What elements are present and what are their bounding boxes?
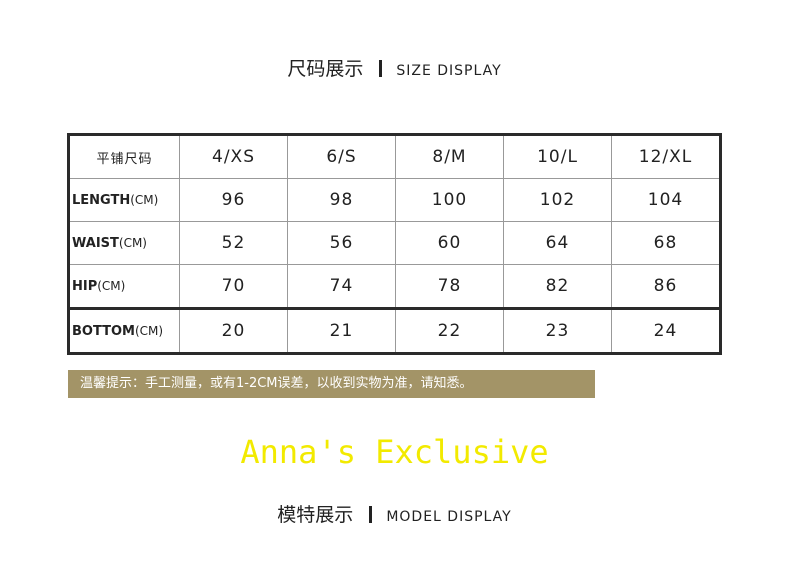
table-cell: 102 <box>503 178 612 222</box>
row-label: BOTTOM <box>72 323 135 339</box>
size-display-title: 尺码展示 SIZE DISPLAY <box>0 54 789 81</box>
divider <box>379 60 383 77</box>
table-cell: 60 <box>395 221 504 265</box>
table-cell: 56 <box>287 221 396 265</box>
unit-label: (CM) <box>97 278 126 293</box>
row-label: LENGTH <box>72 192 131 208</box>
table-cell: 21 <box>287 307 396 354</box>
table-cell: 98 <box>287 178 396 222</box>
column-header: 6/S <box>287 134 396 179</box>
table-row: HIP(CM) 70 74 78 82 86 <box>68 264 721 309</box>
table-cell: 100 <box>395 178 504 222</box>
corner-cell: 平铺尺码 <box>68 134 180 179</box>
row-header: WAIST(CM) <box>68 221 180 265</box>
table-cell: 78 <box>395 264 504 309</box>
table-cell: 23 <box>503 307 612 354</box>
unit-label: (CM) <box>118 235 147 250</box>
row-header: LENGTH(CM) <box>68 178 180 222</box>
table-cell: 24 <box>611 307 721 354</box>
size-table: 平铺尺码 4/XS 6/S 8/M 10/L 12/XL LENGTH(CM) 9… <box>67 133 722 355</box>
table-cell: 86 <box>611 264 721 309</box>
table-cell: 52 <box>179 221 288 265</box>
table-cell: 104 <box>611 178 721 222</box>
column-header: 8/M <box>395 134 504 179</box>
table-cell: 70 <box>179 264 288 309</box>
row-label: HIP <box>72 278 98 294</box>
table-cell: 68 <box>611 221 721 265</box>
table-row: LENGTH(CM) 96 98 100 102 104 <box>68 178 721 222</box>
column-header: 4/XS <box>179 134 288 179</box>
model-display-title: 模特展示 MODEL DISPLAY <box>0 500 789 527</box>
title-zh: 尺码展示 <box>287 58 364 80</box>
unit-label: (CM) <box>134 323 164 338</box>
column-header: 10/L <box>503 134 612 179</box>
header-row: 平铺尺码 4/XS 6/S 8/M 10/L 12/XL <box>68 134 721 179</box>
measurement-note: 温馨提示：手工测量，或有1-2CM误差，以收到实物为准，请知悉。 <box>68 370 595 398</box>
table-row: WAIST(CM) 52 56 60 64 68 <box>68 221 721 265</box>
row-header: BOTTOM(CM) <box>68 307 180 354</box>
title-zh: 模特展示 <box>277 504 354 526</box>
column-header: 12/XL <box>611 134 721 179</box>
table-cell: 20 <box>179 307 288 354</box>
table-cell: 82 <box>503 264 612 309</box>
table-cell: 96 <box>179 178 288 222</box>
table-cell: 22 <box>395 307 504 354</box>
unit-label: (CM) <box>130 192 159 207</box>
row-label: WAIST <box>72 235 119 251</box>
watermark: Anna's Exclusive <box>240 433 549 471</box>
table-cell: 74 <box>287 264 396 309</box>
title-en: MODEL DISPLAY <box>386 509 512 525</box>
table-cell: 64 <box>503 221 612 265</box>
table-row: BOTTOM(CM) 20 21 22 23 24 <box>68 307 721 354</box>
divider <box>369 506 373 523</box>
row-header: HIP(CM) <box>68 264 180 309</box>
title-en: SIZE DISPLAY <box>396 63 502 79</box>
